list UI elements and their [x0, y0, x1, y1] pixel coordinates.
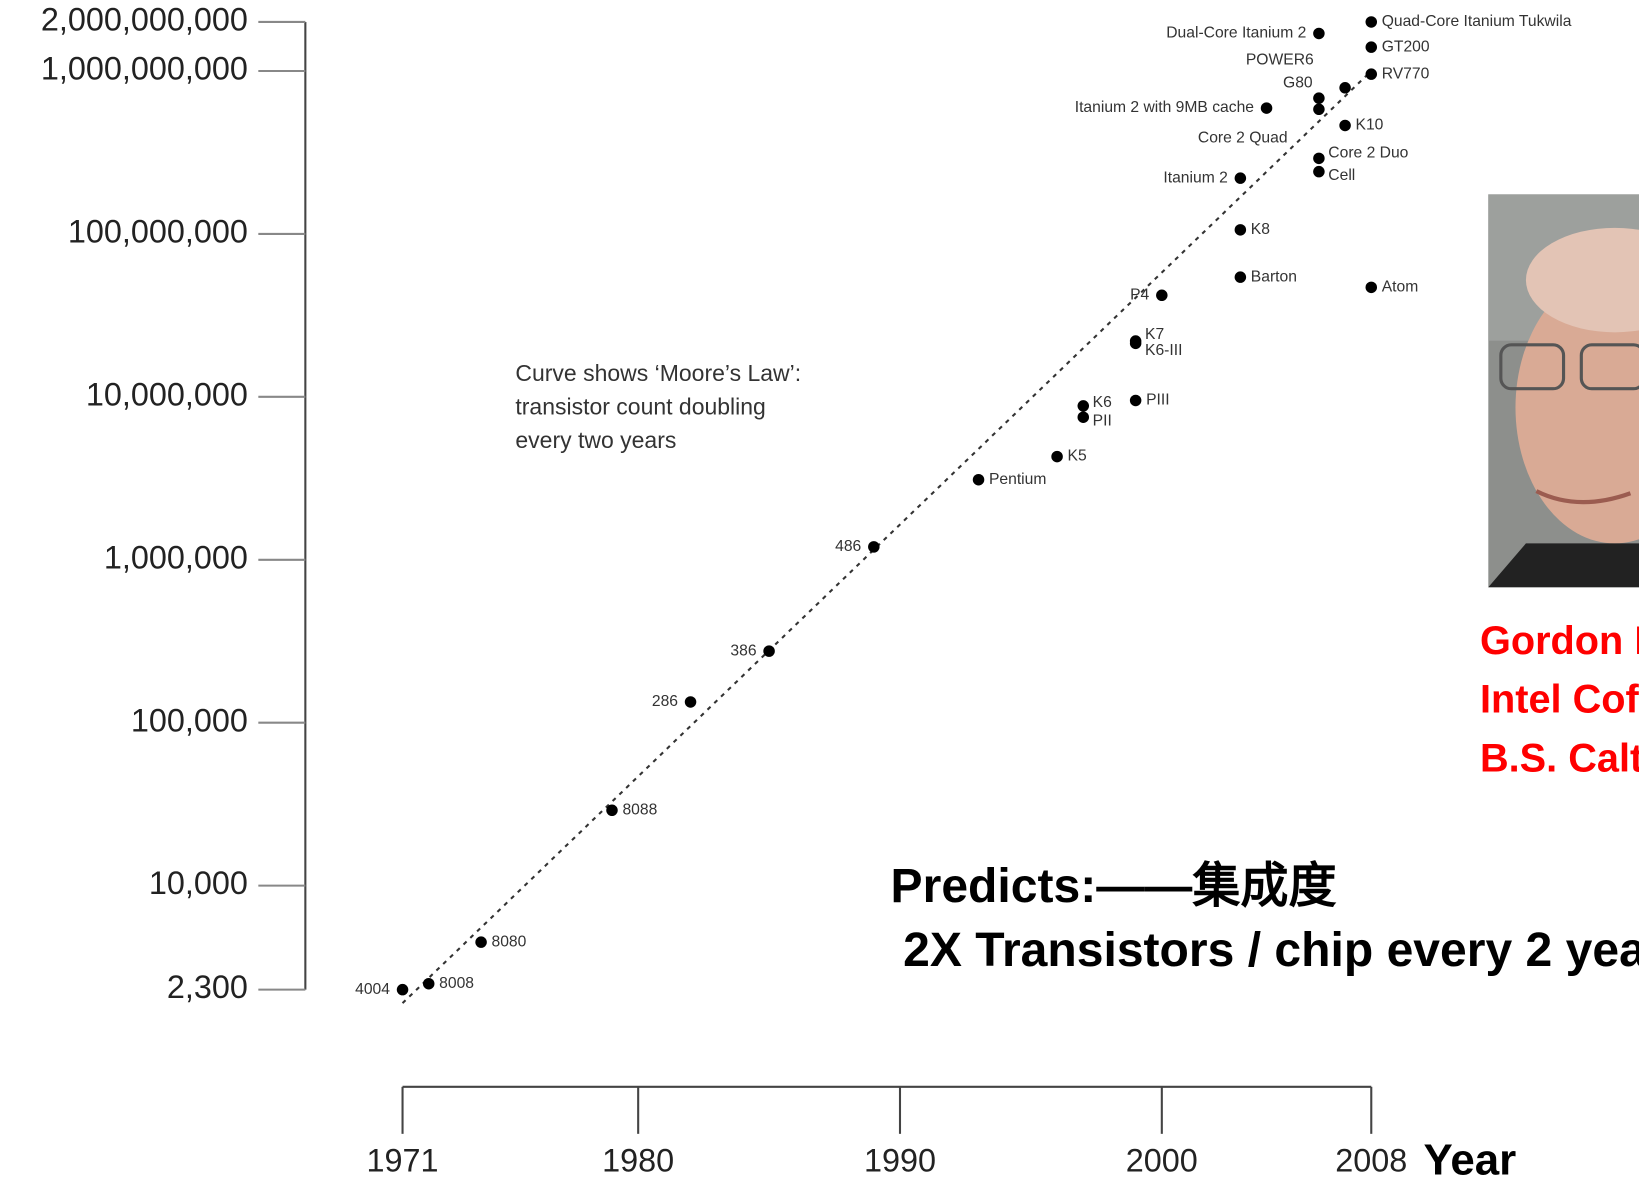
point-label: Itanium 2 with 9MB cache — [1075, 99, 1255, 116]
point-label: 8088 — [622, 801, 657, 818]
prediction: Predicts:——集成度 — [891, 859, 1337, 913]
point — [1339, 120, 1350, 131]
point-label: G80 — [1283, 75, 1313, 92]
point — [1130, 338, 1141, 349]
point-label: K5 — [1068, 448, 1087, 465]
point — [1235, 172, 1246, 183]
chart: Year Curve shows ‘Moore’s Law’: transist… — [0, 0, 1639, 1184]
y-tick-label: 2,000,000,000 — [41, 2, 248, 38]
point — [1261, 102, 1272, 113]
caption: Gordon Moore — [1480, 619, 1639, 663]
y-tick-label: 1,000,000 — [104, 539, 248, 575]
annotation: every two years — [515, 427, 676, 453]
point — [868, 541, 879, 552]
point — [1339, 82, 1350, 93]
point — [475, 936, 486, 947]
point-label: K6-III — [1145, 342, 1182, 359]
point — [1313, 92, 1324, 103]
y-tick-label: 100,000,000 — [68, 213, 248, 249]
point-label: Core 2 Quad — [1198, 130, 1288, 147]
x-tick-label: 1971 — [367, 1143, 439, 1179]
point-label: 4004 — [355, 981, 390, 998]
point-label: PII — [1093, 413, 1112, 430]
point-label: Core 2 Duo — [1328, 144, 1408, 161]
point-label: K7 — [1145, 326, 1164, 343]
point — [1051, 451, 1062, 462]
point-label: K10 — [1356, 117, 1384, 134]
y-tick-label: 10,000,000 — [86, 376, 248, 412]
point-label: 8080 — [492, 933, 527, 950]
caption: B.S. Caltech’50 — [1480, 736, 1639, 780]
prediction: 2X Transistors / chip every 2 years — [903, 923, 1639, 977]
point — [606, 805, 617, 816]
point-label: K8 — [1251, 221, 1270, 238]
x-tick-label: 2008 — [1335, 1143, 1407, 1179]
point-label: POWER6 — [1246, 52, 1314, 69]
y-tick-label: 100,000 — [131, 702, 248, 738]
caption: Intel Cofounder — [1480, 678, 1639, 722]
point — [685, 696, 696, 707]
point-label: Barton — [1251, 268, 1297, 285]
point-label: Dual-Core Itanium 2 — [1166, 25, 1306, 42]
point — [1366, 282, 1377, 293]
x-axis-label: Year — [1424, 1136, 1517, 1184]
point-label: 386 — [730, 642, 756, 659]
point — [1235, 224, 1246, 235]
x-tick-label: 1990 — [864, 1143, 936, 1179]
point — [1366, 68, 1377, 79]
point-label: RV770 — [1382, 65, 1430, 82]
point — [1078, 400, 1089, 411]
y-tick-label: 2,300 — [167, 969, 248, 1005]
point — [423, 978, 434, 989]
point — [1313, 104, 1324, 115]
annotation: Curve shows ‘Moore’s Law’: — [515, 360, 801, 386]
point-label: Cell — [1328, 167, 1355, 184]
point — [1366, 16, 1377, 27]
point-label: PIII — [1146, 392, 1170, 409]
point — [1130, 395, 1141, 406]
point-label: Itanium 2 — [1163, 169, 1227, 186]
x-tick-label: 1980 — [602, 1143, 674, 1179]
annotation: transistor count doubling — [515, 394, 765, 420]
y-tick-label: 10,000 — [149, 865, 248, 901]
point-label: 286 — [652, 693, 678, 710]
point — [1078, 411, 1089, 422]
point-label: Pentium — [989, 471, 1046, 488]
point-label: GT200 — [1382, 38, 1430, 55]
point-label: K6 — [1093, 394, 1112, 411]
photo — [1488, 194, 1639, 587]
point — [973, 474, 984, 485]
point — [763, 645, 774, 656]
point — [397, 984, 408, 995]
point-label: Atom — [1382, 278, 1419, 295]
point — [1235, 271, 1246, 282]
point — [1313, 153, 1324, 164]
point — [1313, 28, 1324, 39]
point-label: Quad-Core Itanium Tukwila — [1382, 13, 1572, 30]
point — [1156, 290, 1167, 301]
point — [1313, 166, 1324, 177]
point-label: P4 — [1130, 286, 1149, 303]
point — [1366, 41, 1377, 52]
y-tick-label: 1,000,000,000 — [41, 51, 248, 87]
point-label: 486 — [835, 538, 861, 555]
x-tick-label: 2000 — [1126, 1143, 1198, 1179]
point-label: 8008 — [439, 975, 474, 992]
